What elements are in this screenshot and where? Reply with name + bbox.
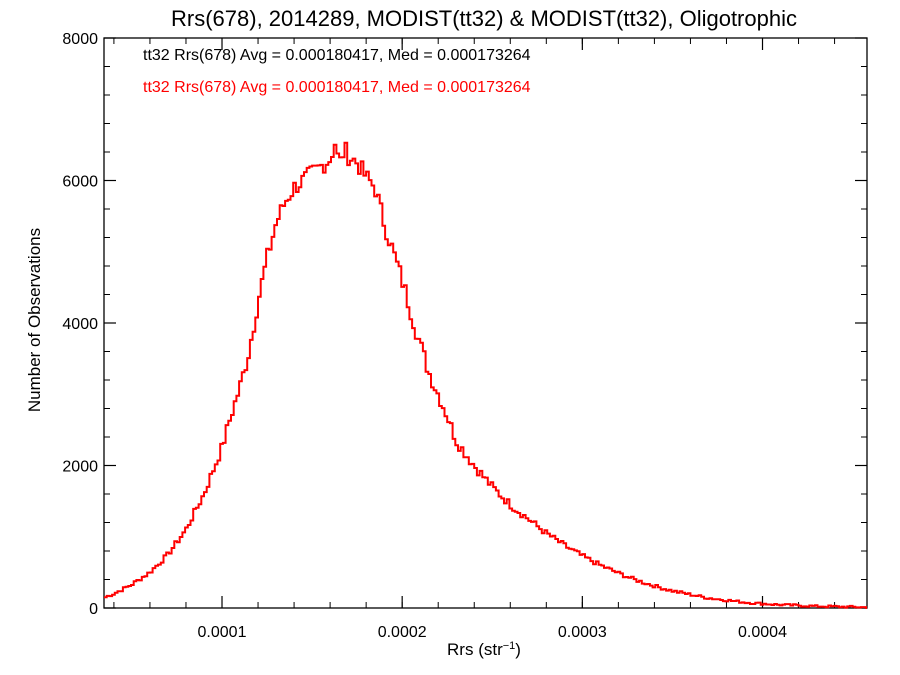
annotation-red: tt32 Rrs(678) Avg = 0.000180417, Med = 0… bbox=[143, 79, 531, 96]
plot-frame bbox=[103, 37, 868, 609]
series-histogram-line bbox=[104, 141, 868, 609]
x-axis-label: Rrs (str−1) bbox=[447, 640, 521, 659]
x-tick-label: 0.0003 bbox=[558, 624, 607, 641]
chart-title: Rrs(678), 2014289, MODIST(tt32) & MODIST… bbox=[171, 6, 797, 31]
y-tick-label: 6000 bbox=[62, 174, 98, 191]
y-tick-label: 0 bbox=[89, 601, 98, 618]
x-tick-label: 0.0001 bbox=[198, 624, 247, 641]
axes: 0.0001 0.0002 0.0003 0.0004 0 2000 4000 6000 800… bbox=[62, 31, 868, 641]
y-tick-label: 2000 bbox=[62, 459, 98, 476]
x-tick-label: 0.0004 bbox=[738, 624, 787, 641]
x-tick-label: 0.0002 bbox=[378, 624, 427, 641]
annotation-black: tt32 Rrs(678) Avg = 0.000180417, Med = 0… bbox=[143, 47, 531, 64]
y-tick-label: 8000 bbox=[62, 31, 98, 48]
y-tick-label: 4000 bbox=[62, 316, 98, 333]
y-axis-label: Number of Observations bbox=[25, 228, 44, 412]
